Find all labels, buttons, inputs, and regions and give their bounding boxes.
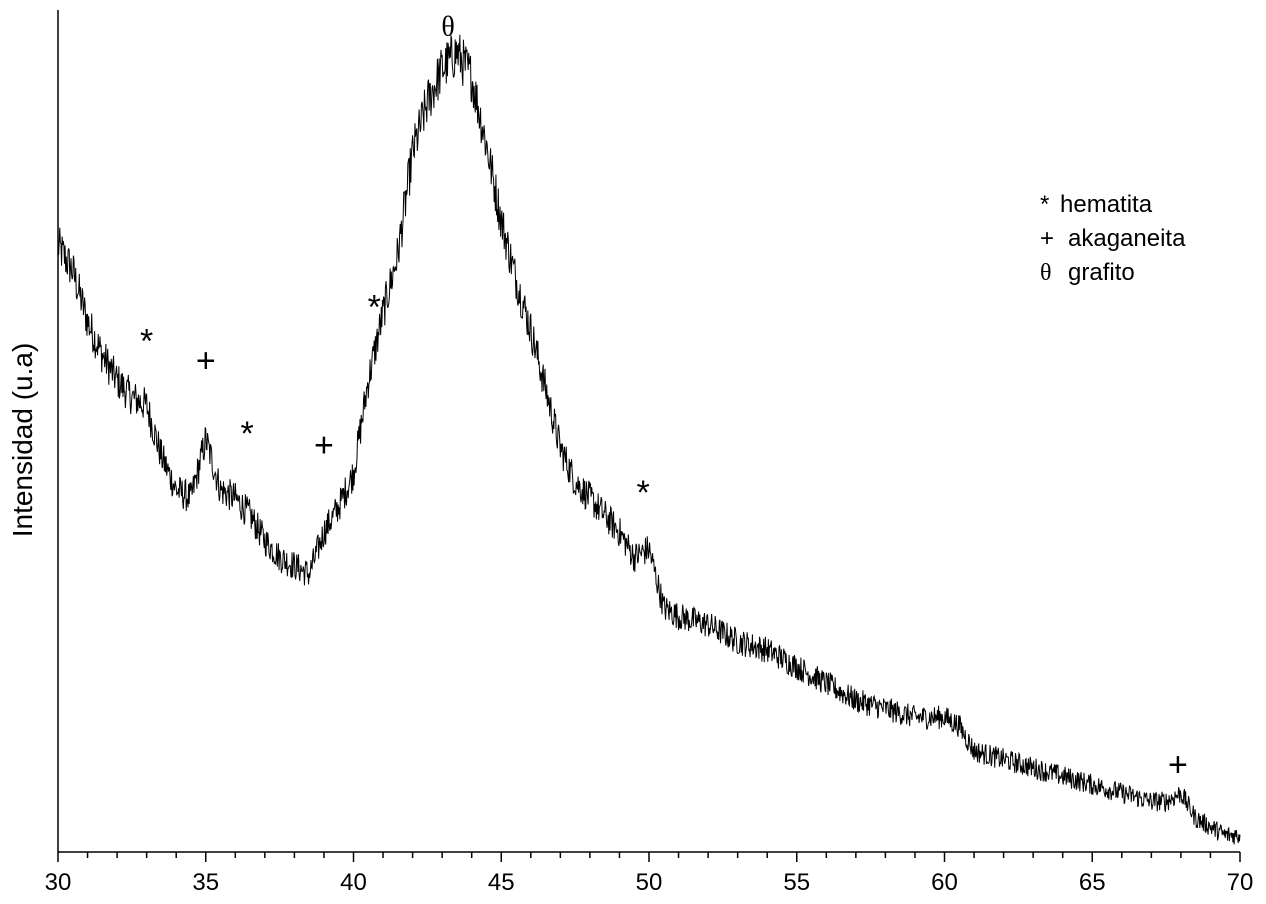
legend-label: akaganeita	[1068, 225, 1186, 252]
x-tick-label: 40	[340, 869, 367, 896]
x-tick-label: 60	[931, 869, 958, 896]
x-tick-label: 35	[192, 869, 219, 896]
legend-label: grafito	[1068, 259, 1135, 286]
peak-marker-hematita: *	[241, 415, 254, 453]
legend-symbol: θ	[1040, 260, 1052, 286]
legend: * hematita+ akaganeita θ grafito	[1040, 191, 1186, 286]
x-tick-label: 45	[488, 869, 515, 896]
peak-marker-hematita: *	[140, 322, 153, 360]
x-tick-label: 50	[636, 869, 663, 896]
peak-marker-akaganeita: +	[196, 342, 216, 380]
peak-marker-hematita: *	[368, 289, 381, 327]
y-axis-title: Intensidad (u.a)	[7, 343, 38, 538]
legend-symbol: *	[1040, 191, 1049, 218]
plot-area: 30 35 40 45 50 55 60 65 70 * + * + * θ * +	[45, 10, 1254, 896]
legend-label: hematita	[1060, 191, 1153, 218]
peak-marker-hematita: *	[636, 474, 649, 512]
legend-symbol: +	[1040, 225, 1054, 252]
peak-marker-akaganeita: +	[314, 426, 334, 464]
x-tick-label: 65	[1079, 869, 1106, 896]
x-axis-tick-labels: 30 35 40 45 50 55 60 65 70	[45, 869, 1254, 896]
x-axis-ticks	[57, 852, 1241, 862]
series-line-0	[57, 34, 1241, 845]
x-tick-label: 30	[45, 869, 72, 896]
peak-marker-akaganeita: +	[1168, 746, 1188, 784]
x-tick-label: 55	[783, 869, 810, 896]
x-tick-label: 70	[1227, 869, 1254, 896]
peak-annotations: * + * + * θ * +	[140, 11, 1188, 784]
peak-marker-grafito: θ	[441, 11, 454, 42]
